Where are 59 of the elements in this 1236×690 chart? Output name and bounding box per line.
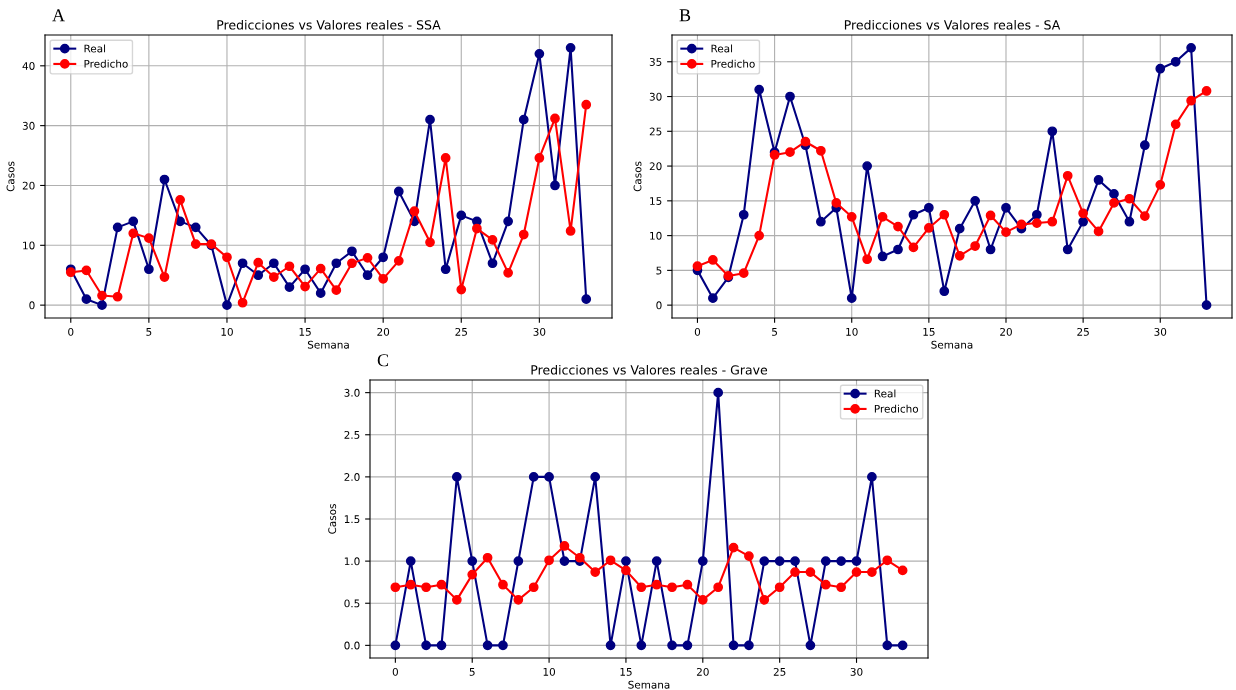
- y-tick-label: 20: [22, 181, 35, 190]
- y-tick-label: 2.0: [344, 473, 360, 481]
- y-tick-label: 0: [656, 301, 662, 310]
- text: A: [52, 9, 65, 22]
- x-tick-label: 0: [392, 667, 398, 676]
- y-tick-label: 2.5: [344, 430, 360, 439]
- x-tick-label: 0: [68, 327, 74, 336]
- x-tick-label: 25: [455, 327, 467, 336]
- x-tick-label: 20: [696, 667, 709, 676]
- text: C: [377, 354, 389, 367]
- y-axis-title: Casos: [6, 161, 15, 192]
- text: B: [679, 9, 691, 22]
- y-tick-label: 15: [650, 197, 662, 205]
- y-tick-label: 40: [22, 62, 35, 70]
- chart-title: Predicciones vs Valores reales - SSA: [217, 19, 441, 30]
- x-tick-label: 10: [846, 327, 858, 336]
- y-tick-label: 0: [29, 301, 35, 310]
- y-tick-label: 10: [650, 231, 662, 240]
- x-tick-label: 15: [620, 668, 632, 676]
- x-axis-title: Semana: [307, 340, 349, 349]
- x-axis-title: Semana: [628, 680, 670, 689]
- x-tick-label: 25: [773, 667, 786, 676]
- legend-label: Predicho: [84, 59, 128, 68]
- x-tick-label: 20: [377, 327, 390, 336]
- legend-label: Predicho: [711, 59, 755, 68]
- x-tick-label: 30: [533, 327, 546, 336]
- y-tick-label: 10: [23, 241, 35, 250]
- x-tick-label: 30: [1154, 327, 1167, 336]
- y-tick-label: 3.0: [344, 388, 360, 397]
- chart-title: Predicciones vs Valores reales - SA: [844, 19, 1061, 30]
- x-tick-label: 5: [146, 328, 152, 336]
- y-axis-title: Casos: [633, 161, 642, 192]
- y-tick-label: 30: [649, 92, 662, 101]
- y-tick-label: 1.0: [344, 557, 360, 566]
- y-tick-label: 25: [649, 127, 662, 136]
- x-tick-label: 5: [772, 328, 777, 336]
- legend-label: Real: [874, 389, 896, 398]
- legend-label: Real: [711, 44, 733, 53]
- y-tick-label: 0.0: [344, 641, 360, 650]
- x-tick-label: 5: [469, 668, 475, 676]
- y-tick-label: 35: [649, 58, 662, 66]
- legend-label: Predicho: [874, 404, 919, 413]
- y-tick-label: 5: [656, 266, 662, 275]
- x-tick-label: 10: [221, 327, 233, 336]
- y-tick-label: 20: [649, 162, 662, 171]
- chart-title: Predicciones vs Valores reales - Grave: [531, 364, 768, 375]
- y-tick-label: 0.5: [344, 599, 360, 608]
- y-tick-label: 1.5: [344, 515, 360, 524]
- x-tick-label: 25: [1077, 327, 1089, 336]
- x-tick-label: 15: [299, 328, 311, 336]
- x-tick-label: 15: [923, 328, 935, 336]
- x-tick-label: 20: [1000, 327, 1012, 336]
- y-tick-label: 30: [22, 121, 35, 130]
- y-axis-title: Casos: [328, 504, 337, 534]
- x-tick-label: 30: [850, 667, 863, 676]
- x-axis-title: Semana: [931, 340, 973, 349]
- x-tick-label: 0: [694, 327, 701, 336]
- legend-label: Real: [84, 44, 106, 53]
- x-tick-label: 10: [543, 667, 556, 676]
